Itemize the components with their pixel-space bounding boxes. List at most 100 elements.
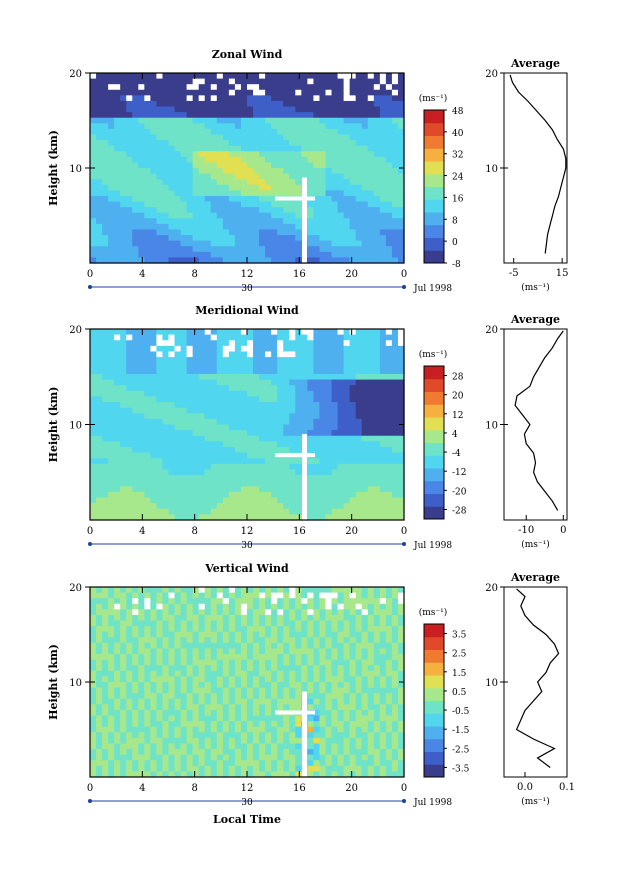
heatmap-cell: [108, 407, 115, 414]
heatmap-cell: [126, 682, 133, 689]
heatmap-cell: [186, 603, 194, 610]
heatmap-cell: [337, 195, 345, 203]
heatmap-cell: [349, 379, 357, 386]
heatmap-cell: [277, 106, 284, 113]
heatmap-cell: [397, 201, 405, 208]
heatmap-cell: [240, 190, 248, 197]
heatmap-cell: [144, 345, 151, 353]
heatmap-cell: [397, 190, 405, 197]
heatmap-cell: [120, 480, 127, 487]
heatmap-cell: [247, 475, 254, 482]
heatmap-cell: [240, 637, 248, 644]
heatmap-cell: [313, 190, 321, 197]
heatmap-cell: [210, 240, 218, 247]
heatmap-cell: [325, 368, 333, 375]
heatmap-cell: [277, 726, 284, 733]
heatmap-cell: [168, 754, 176, 761]
heatmap-cell: [132, 162, 139, 169]
heatmap-cell: [379, 396, 387, 403]
heatmap-cell: [150, 475, 158, 482]
heatmap-cell: [108, 385, 115, 392]
heatmap-cell: [114, 614, 121, 622]
heatmap-cell: [349, 458, 357, 465]
heatmap-cell: [138, 396, 145, 403]
heatmap-cell: [156, 592, 164, 599]
heatmap-cell: [96, 503, 103, 510]
heatmap-cell: [228, 446, 236, 454]
heatmap-cell: [247, 771, 254, 778]
heatmap-cell: [240, 598, 248, 605]
heatmap-cell: [385, 424, 393, 431]
heatmap-cell: [319, 598, 327, 605]
heatmap-cell: [265, 698, 272, 705]
heatmap-cell: [114, 424, 121, 431]
heatmap-cell: [259, 682, 266, 689]
heatmap-cell: [283, 704, 290, 711]
heatmap-cell: [373, 402, 381, 409]
heatmap-cell: [174, 693, 182, 700]
heatmap-cell: [379, 486, 387, 493]
heatmap-cell: [138, 207, 145, 214]
heatmap-cell: [180, 760, 188, 767]
heatmap-cell: [96, 631, 103, 638]
heatmap-cell: [277, 246, 284, 253]
heatmap-cell: [301, 112, 308, 119]
heatmap-cell: [240, 407, 248, 414]
heatmap-cell: [150, 704, 158, 711]
heatmap-cell: [204, 407, 212, 414]
heatmap-cell: [331, 195, 339, 203]
heatmap-cell: [361, 334, 369, 341]
heatmap-cell: [222, 413, 230, 420]
heatmap-cell: [186, 642, 194, 650]
heatmap-cell: [319, 362, 327, 369]
heatmap-cell: [102, 592, 109, 599]
heatmap-cell: [198, 463, 206, 471]
heatmap-cell: [283, 123, 290, 130]
heatmap-cell: [289, 754, 296, 761]
heatmap-cell: [162, 709, 170, 717]
colorbar-tick-label: 12: [452, 411, 463, 421]
heatmap-cell: [283, 168, 290, 175]
heatmap-cell: [156, 698, 164, 705]
heatmap-cell: [120, 106, 127, 113]
heatmap-cell: [186, 508, 194, 515]
heatmap-cell: [120, 491, 127, 499]
heatmap-cell: [198, 637, 206, 644]
heatmap-cell: [367, 89, 375, 96]
heatmap-cell: [198, 334, 206, 341]
heatmap-cell: [349, 84, 357, 91]
heatmap-cell: [216, 743, 224, 750]
heatmap-cell: [96, 749, 103, 756]
heatmap-cell: [132, 218, 139, 225]
heatmap-cell: [234, 743, 242, 750]
heatmap-cell: [186, 173, 194, 180]
heatmap-cell: [222, 207, 230, 214]
heatmap-cell: [144, 687, 151, 694]
heatmap-cell: [144, 732, 151, 739]
heatmap-cell: [174, 648, 182, 655]
heatmap-cell: [301, 637, 308, 644]
heatmap-cell: [102, 491, 109, 499]
heatmap-cell: [132, 687, 139, 694]
heatmap-cell: [343, 334, 351, 341]
heatmap-cell: [126, 743, 133, 750]
heatmap-cell: [283, 614, 290, 622]
heatmap-cell: [174, 497, 182, 504]
heatmap-cell: [313, 368, 321, 375]
heatmap-cell: [277, 201, 284, 208]
heatmap-cell: [253, 112, 260, 119]
heatmap-cell: [228, 106, 236, 113]
heatmap-cell: [138, 156, 145, 164]
heatmap-cell: [367, 117, 375, 124]
heatmap-cell: [313, 475, 321, 482]
heatmap-cell: [379, 112, 387, 119]
heatmap-cell: [289, 162, 296, 169]
heatmap-cell: [361, 73, 369, 80]
heatmap-cell: [138, 179, 145, 186]
heatmap-cell: [319, 430, 327, 437]
heatmap-cell: [259, 345, 266, 353]
heatmap-cell: [259, 743, 266, 750]
heatmap-cell: [126, 373, 133, 381]
heatmap-cell: [331, 223, 339, 231]
heatmap-cell: [289, 497, 296, 504]
